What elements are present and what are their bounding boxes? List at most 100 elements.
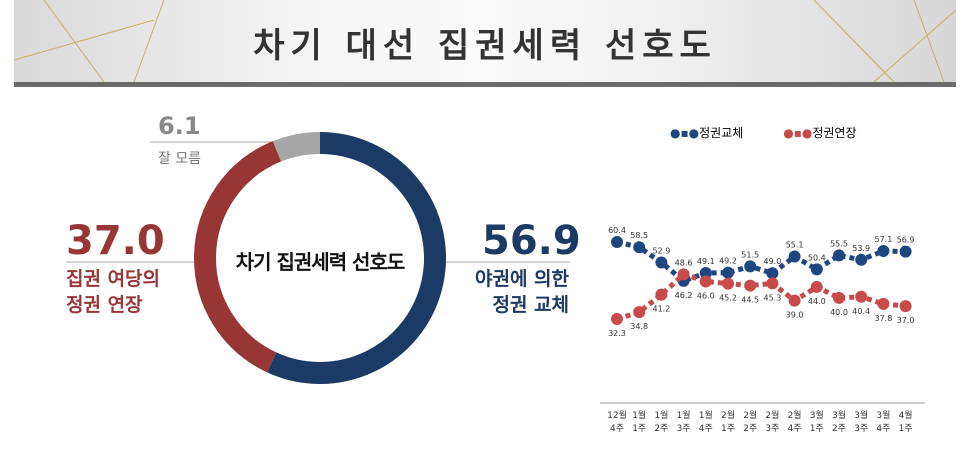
data-label: 34.8 — [630, 322, 648, 331]
data-label: 37.0 — [897, 316, 915, 325]
line-chart: 12월 4주 1월 1주 1월 2주 1월 3주 1월 4주 2월 1주 2월 2주 2월 3주 2월 4주 3월 1… — [600, 226, 925, 434]
data-label: 40.4 — [852, 307, 870, 316]
page-title: 차기 대선 집권세력 선호도 — [253, 26, 717, 66]
data-label: 41.2 — [652, 305, 670, 314]
data-point — [810, 263, 823, 276]
x-tick-label: 1월 — [677, 409, 691, 421]
x-tick-label: 4주 — [699, 423, 713, 434]
data-point — [877, 245, 890, 258]
data-point — [722, 277, 734, 290]
x-tick-label: 1월 — [632, 409, 646, 421]
data-point — [833, 249, 845, 262]
data-label: 45.3 — [763, 293, 781, 302]
x-tick-label: 2월 — [765, 409, 779, 421]
data-label: 44.5 — [741, 296, 759, 305]
data-label: 37.8 — [874, 314, 892, 323]
x-tick-label: 4주 — [610, 423, 624, 434]
title-banner: 차기 대선 집권세력 선호도 — [14, 0, 956, 87]
data-label: 48.6 — [675, 258, 693, 267]
legend-extend: ●▪●정권연장 — [783, 126, 857, 140]
x-tick-label: 2월 — [788, 409, 802, 421]
donut-slice-1 — [194, 141, 282, 373]
x-tick-label: 1주 — [721, 423, 735, 434]
data-point — [810, 280, 823, 293]
data-label: 55.5 — [830, 239, 848, 248]
data-point — [877, 297, 890, 310]
x-tick-label: 3월 — [854, 409, 868, 421]
x-tick-label: 3주 — [765, 423, 779, 434]
x-tick-label: 2주 — [654, 423, 668, 434]
change-label-1: 야권에 의한 — [475, 268, 570, 290]
x-tick-label: 2주 — [832, 423, 846, 434]
data-point — [699, 275, 712, 288]
data-point — [633, 241, 646, 254]
data-label: 60.4 — [608, 226, 626, 235]
data-point — [633, 306, 646, 319]
data-point — [677, 268, 690, 281]
extend-label-2: 정권 연장 — [66, 294, 143, 316]
donut-center-label: 차기 집권세력 선호도 — [235, 250, 406, 274]
data-point — [899, 245, 912, 258]
x-tick-label: 2주 — [743, 423, 757, 434]
data-point — [655, 256, 668, 269]
data-point — [855, 290, 868, 303]
data-point — [788, 250, 801, 263]
data-label: 45.2 — [719, 294, 737, 303]
donut-slice-0 — [267, 132, 446, 384]
data-point — [655, 288, 668, 301]
legend-change: ●▪●정권교체 — [670, 126, 744, 140]
data-label: 51.5 — [741, 250, 759, 259]
data-label: 55.1 — [786, 241, 804, 250]
x-tick-label: 3월 — [876, 409, 890, 421]
x-tick-label: 3주 — [854, 423, 868, 434]
data-label: 46.2 — [675, 291, 693, 300]
data-label: 46.0 — [697, 291, 715, 300]
data-label: 32.3 — [608, 329, 626, 338]
data-point — [766, 277, 779, 290]
x-tick-label: 4주 — [876, 423, 890, 434]
banner-decoration — [14, 0, 956, 82]
x-tick-label: 2월 — [721, 409, 735, 421]
data-point — [699, 266, 712, 279]
data-label: 49.2 — [719, 257, 737, 266]
unknown-value: 6.1 — [158, 112, 201, 140]
data-label: 49.0 — [763, 257, 781, 266]
x-tick-label: 3월 — [832, 409, 846, 421]
x-tick-label: 1주 — [632, 423, 646, 434]
x-tick-label: 1주 — [899, 423, 913, 434]
donut-chart — [66, 132, 570, 384]
change-value: 56.9 — [482, 218, 581, 264]
unknown-label: 잘 모름 — [158, 151, 202, 167]
data-point — [766, 267, 779, 280]
x-tick-label: 1월 — [654, 409, 668, 421]
data-point — [833, 291, 845, 304]
x-tick-label: 12월 — [607, 409, 627, 421]
donut-slice-2 — [272, 132, 321, 162]
data-label: 56.9 — [897, 236, 915, 245]
data-label: 58.5 — [630, 231, 648, 240]
data-label: 57.1 — [874, 235, 892, 244]
data-point — [744, 279, 757, 292]
data-point — [788, 294, 801, 307]
x-tick-label: 3주 — [677, 423, 691, 434]
x-tick-label: 4주 — [788, 423, 802, 434]
x-tick-label: 1월 — [699, 409, 713, 421]
x-tick-label: 3월 — [810, 409, 824, 421]
x-tick-label: 4월 — [899, 409, 913, 421]
data-label: 53.9 — [852, 244, 870, 253]
data-point — [744, 260, 757, 273]
data-point — [855, 253, 868, 266]
data-label: 50.4 — [808, 253, 826, 262]
data-point — [611, 312, 623, 325]
data-point — [722, 266, 734, 279]
data-label: 39.0 — [786, 311, 804, 320]
x-tick-label: 1주 — [810, 423, 824, 434]
data-point — [899, 300, 912, 313]
x-tick-label: 2월 — [743, 409, 757, 421]
data-label: 49.1 — [697, 257, 715, 266]
change-label-2: 정권 교체 — [492, 294, 570, 316]
data-label: 44.0 — [808, 297, 826, 306]
extend-value: 37.0 — [66, 218, 165, 264]
data-label: 40.0 — [830, 308, 848, 317]
data-label: 52.9 — [652, 247, 670, 256]
